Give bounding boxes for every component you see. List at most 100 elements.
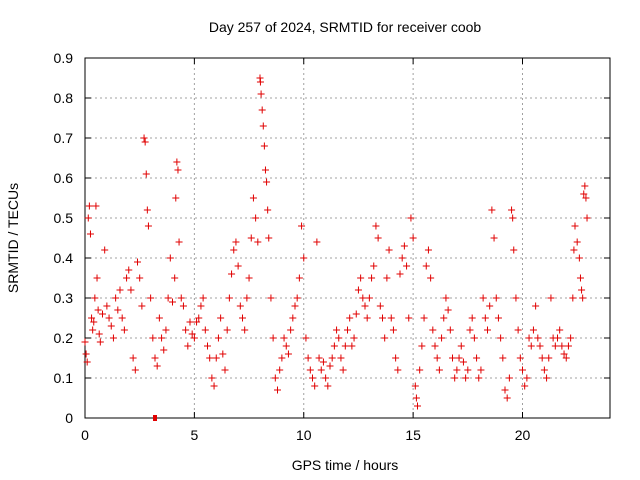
data-point: [368, 274, 376, 282]
data-point: [81, 338, 89, 346]
data-point: [112, 294, 120, 302]
data-point: [529, 326, 537, 334]
data-point: [516, 354, 524, 362]
data-point: [365, 294, 373, 302]
data-point: [311, 382, 319, 390]
data-point: [324, 382, 332, 390]
data-point: [239, 314, 246, 322]
data-point: [354, 286, 362, 294]
data-point: [414, 402, 421, 410]
data-point: [427, 274, 435, 282]
data-point: [326, 362, 334, 370]
data-point: [470, 334, 478, 342]
data-point: [442, 294, 450, 302]
data-point: [116, 286, 124, 294]
data-point: [457, 342, 465, 350]
data-point: [260, 142, 268, 150]
data-point: [319, 358, 327, 366]
data-point: [575, 254, 583, 262]
data-point: [249, 194, 257, 202]
data-point: [418, 342, 426, 350]
data-point: [527, 342, 535, 350]
data-point: [219, 350, 227, 358]
data-point: [370, 262, 378, 270]
data-point: [177, 294, 185, 302]
data-point: [497, 334, 505, 342]
data-point: [473, 354, 481, 362]
data-point: [174, 166, 182, 174]
data-point: [184, 342, 192, 350]
data-point: [293, 294, 301, 302]
data-point: [186, 318, 194, 326]
data-point: [573, 238, 581, 246]
data-point: [284, 350, 292, 358]
data-point: [411, 382, 419, 390]
data-point: [403, 262, 411, 270]
data-point: [88, 314, 96, 322]
x-axis-label: GPS time / hours: [292, 457, 399, 473]
data-point: [287, 326, 295, 334]
data-point: [247, 234, 255, 242]
data-point: [217, 314, 225, 322]
data-point: [547, 294, 555, 302]
chart-title: Day 257 of 2024, SRMTID for receiver coo…: [209, 19, 482, 35]
data-point: [405, 314, 413, 322]
data-point: [383, 274, 391, 282]
data-point: [446, 326, 454, 334]
data-point: [175, 238, 183, 246]
y-tick-label: 0.8: [54, 90, 74, 106]
outlier-point: [153, 415, 157, 421]
data-point: [333, 326, 341, 334]
data-point: [263, 178, 271, 186]
data-point: [540, 366, 548, 374]
data-point: [372, 222, 380, 230]
data-point: [190, 334, 198, 342]
data-point: [267, 294, 275, 302]
data-point: [466, 326, 474, 334]
data-point: [280, 334, 288, 342]
data-point: [204, 342, 211, 350]
data-point: [271, 374, 279, 382]
y-tick-label: 0.3: [54, 290, 74, 306]
data-point: [155, 314, 163, 322]
data-point: [129, 354, 137, 362]
data-point: [357, 274, 365, 282]
data-point: [576, 274, 584, 282]
data-point: [228, 270, 236, 278]
data-point: [151, 354, 159, 362]
data-point: [438, 334, 446, 342]
y-tick-label: 0.7: [54, 130, 74, 146]
data-point: [225, 294, 233, 302]
data-point: [306, 366, 314, 374]
data-point: [475, 374, 483, 382]
data-point: [451, 374, 459, 382]
plot-frame: [84, 57, 611, 419]
data-point: [304, 354, 312, 362]
y-tick-label: 0: [65, 410, 73, 426]
data-point: [143, 206, 151, 214]
data-point: [300, 254, 308, 262]
data-point: [543, 374, 551, 382]
data-point: [379, 314, 386, 322]
data-point: [468, 314, 476, 322]
data-point: [337, 354, 345, 362]
data-point: [243, 294, 251, 302]
x-tick-label: 0: [81, 427, 89, 443]
data-point: [282, 342, 290, 350]
data-point: [241, 326, 249, 334]
data-point: [422, 262, 430, 270]
data-point: [269, 334, 277, 342]
data-point: [298, 222, 306, 230]
data-point: [245, 274, 253, 282]
data-point: [153, 362, 161, 370]
data-point: [236, 302, 244, 310]
y-tick-label: 0.4: [54, 250, 74, 266]
data-point: [538, 354, 546, 362]
data-point: [521, 382, 529, 390]
data-point: [210, 382, 218, 390]
data-point: [86, 230, 94, 238]
data-point: [492, 294, 500, 302]
data-point: [197, 302, 205, 310]
data-point: [581, 182, 589, 190]
